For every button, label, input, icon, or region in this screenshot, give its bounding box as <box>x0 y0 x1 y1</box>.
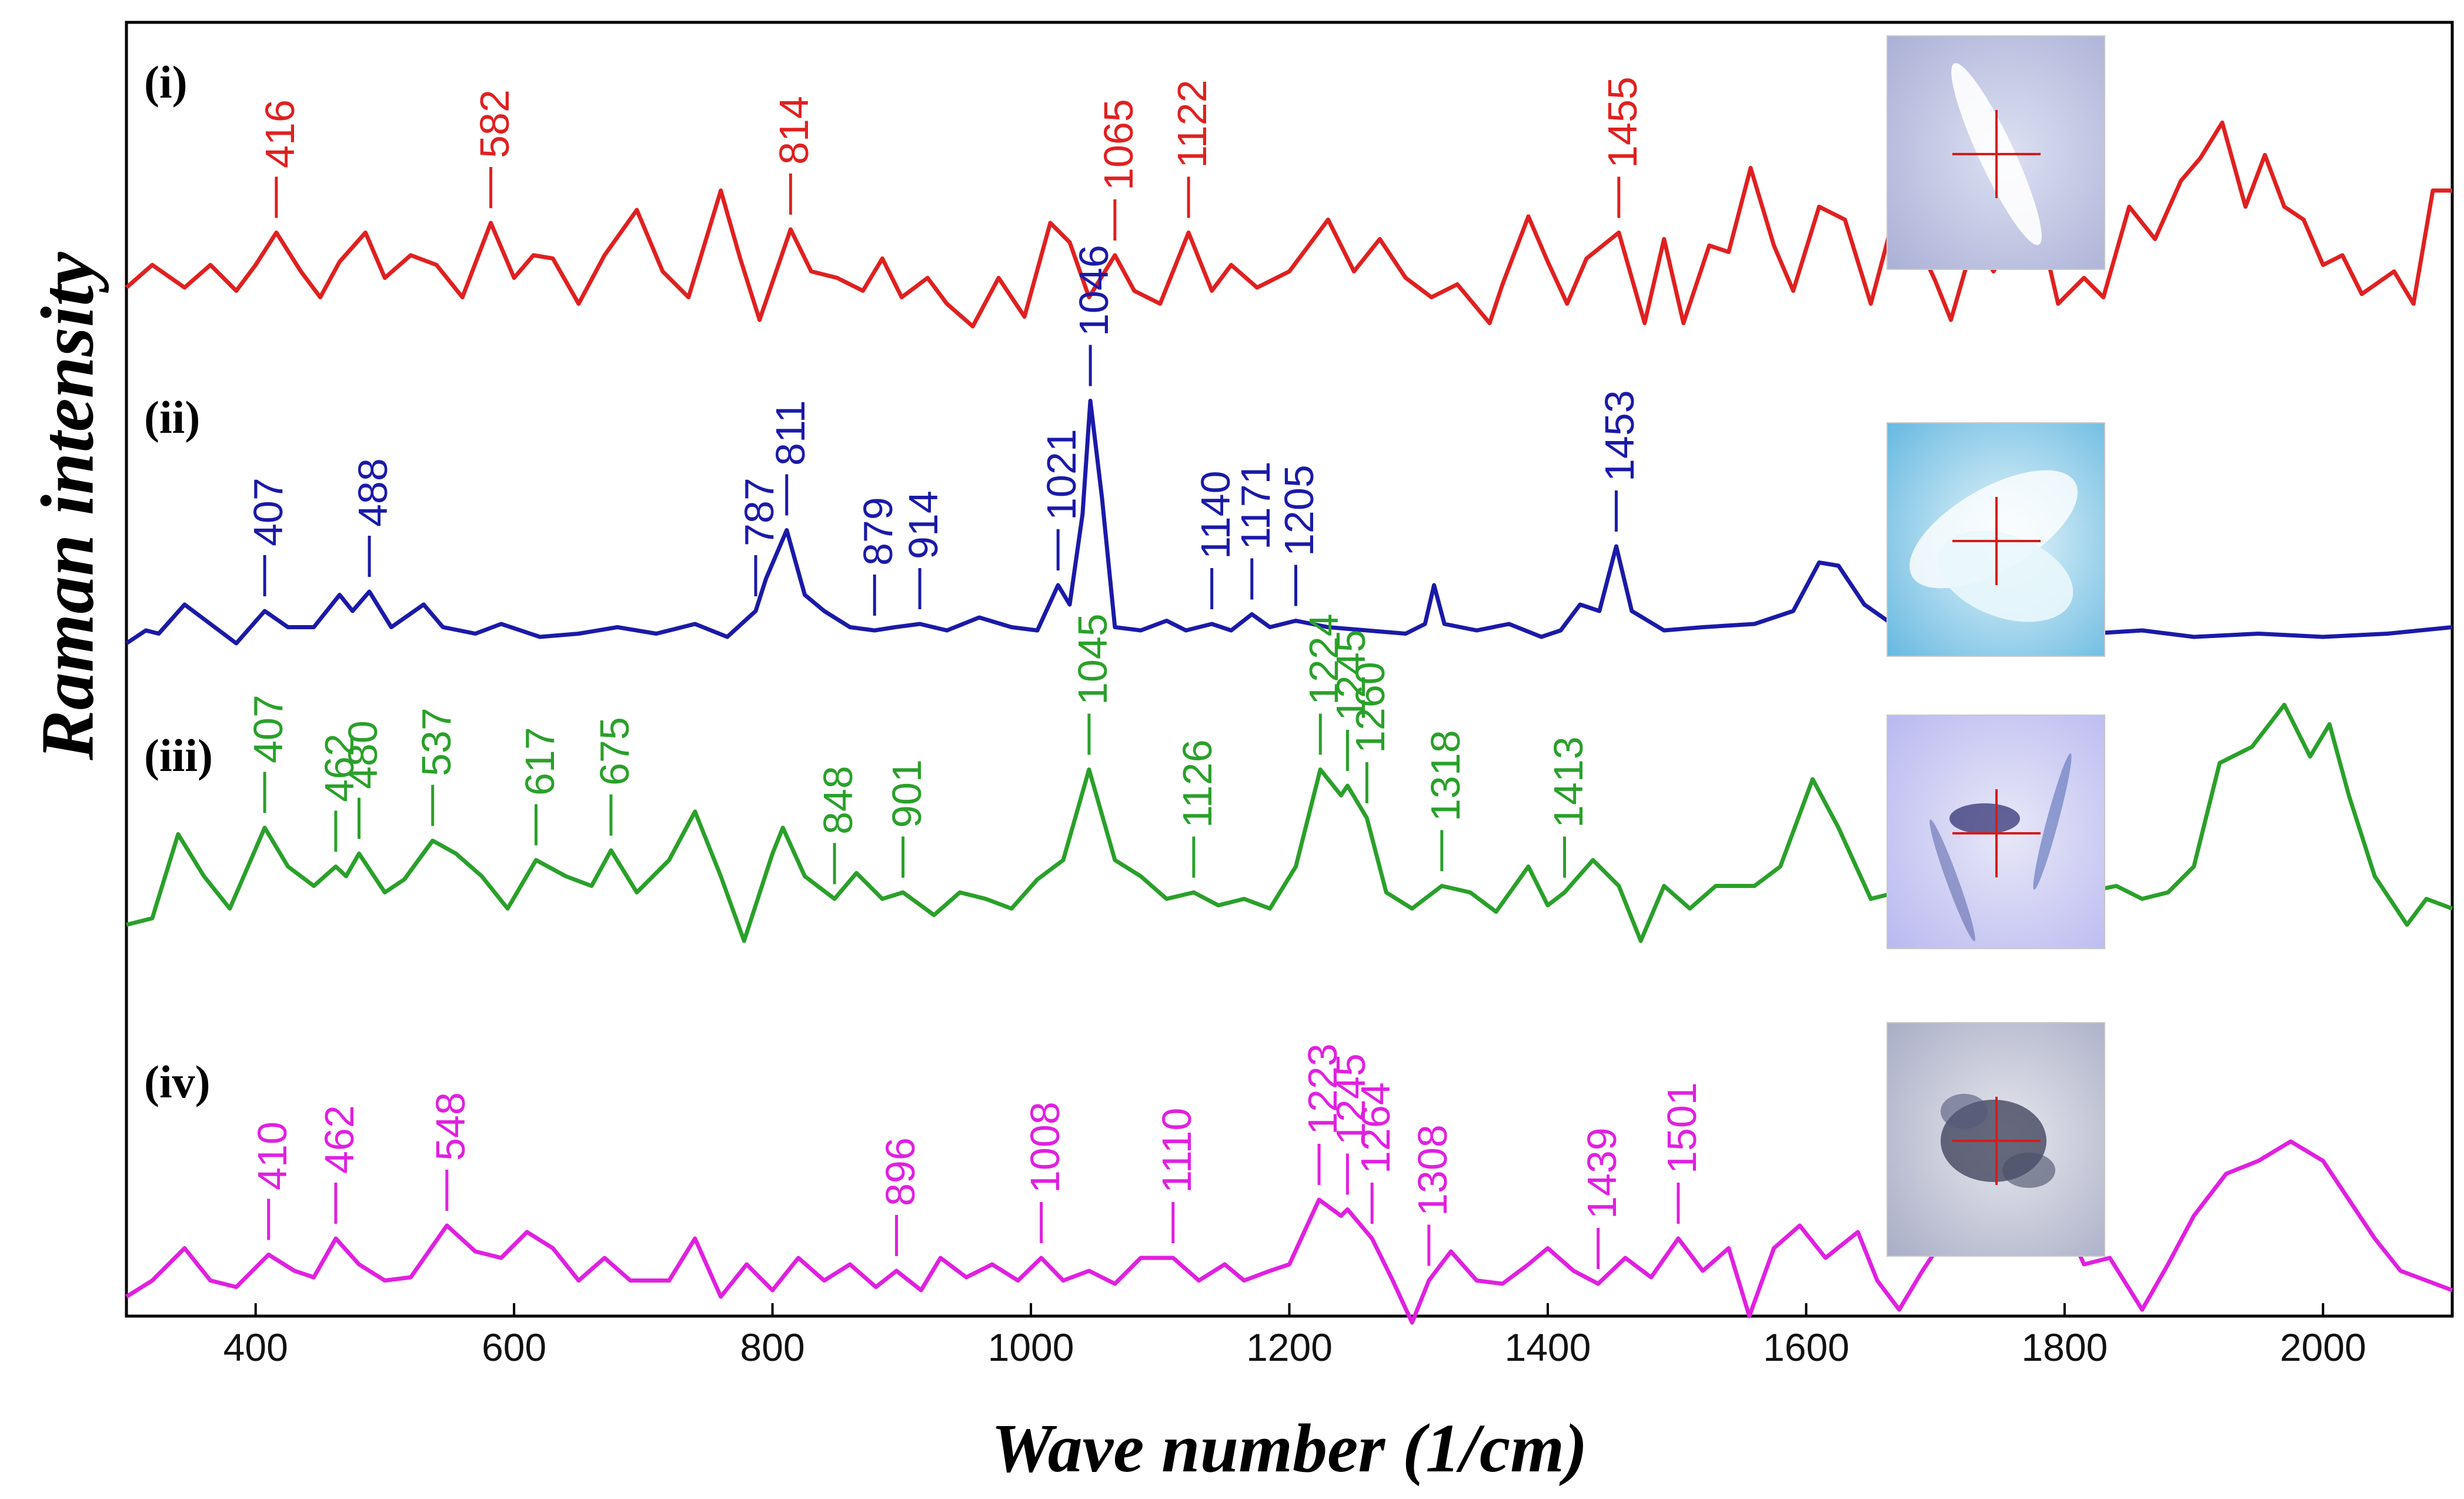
peak-label-1008: 1008 <box>1021 1101 1068 1193</box>
inset-specimen <box>2002 1153 2055 1188</box>
peak-label-1046: 1046 <box>1071 244 1117 336</box>
peak-label-901: 901 <box>883 759 930 828</box>
inset-micrograph-i <box>1887 35 2105 270</box>
x-axis-title: Wave number (1/cm) <box>991 1410 1588 1487</box>
peak-label-1126: 1126 <box>1174 739 1220 828</box>
spectrum-i-line <box>125 121 2452 329</box>
inset-micrograph-ii <box>1887 422 2105 657</box>
peak-label-1455: 1455 <box>1599 76 1645 168</box>
inset-image-i <box>1888 36 2104 269</box>
y-axis-title: Raman intensity <box>25 251 109 760</box>
peak-label-848: 848 <box>815 765 862 834</box>
peak-label-548: 548 <box>427 1092 473 1161</box>
peak-label-1122: 1122 <box>1169 79 1216 168</box>
peak-label-488: 488 <box>350 458 396 527</box>
spectrum-iv-label: (iv) <box>144 1056 211 1107</box>
peak-label-896: 896 <box>877 1137 923 1206</box>
peak-label-787: 787 <box>736 478 783 546</box>
peak-label-1205: 1205 <box>1276 464 1323 556</box>
spectrum-ii-line <box>125 399 2453 646</box>
spectrum-iii-label: (iii) <box>144 730 213 781</box>
peak-label-1439: 1439 <box>1578 1127 1625 1219</box>
peak-markers <box>263 167 1680 1269</box>
peak-label-1264: 1264 <box>1353 1082 1399 1174</box>
x-tick-label: 1400 <box>1504 1326 1591 1369</box>
peak-label-407: 407 <box>245 694 292 763</box>
x-tick-label: 600 <box>482 1326 547 1369</box>
inset-image-iv <box>1888 1023 2104 1256</box>
x-tick-label: 1000 <box>987 1326 1074 1369</box>
spectrum-ii-label: (ii) <box>144 392 201 443</box>
peak-label-617: 617 <box>516 726 563 796</box>
peak-label-1021: 1021 <box>1039 429 1085 520</box>
peak-label-879: 879 <box>855 497 902 566</box>
x-tick-label: 800 <box>740 1326 805 1369</box>
x-tick-label: 1800 <box>2021 1326 2108 1369</box>
peak-label-1065: 1065 <box>1095 99 1141 191</box>
x-tick-label: 400 <box>223 1326 288 1369</box>
inset-specimen <box>1929 819 1975 942</box>
peak-label-1171: 1171 <box>1232 460 1278 550</box>
peak-label-1260: 1260 <box>1347 662 1394 753</box>
inset-micrograph-iv <box>1887 1022 2105 1257</box>
x-tick-label: 1600 <box>1762 1326 1849 1369</box>
x-axis-ticks <box>254 1303 2325 1316</box>
peak-label-1453: 1453 <box>1597 390 1643 482</box>
peak-label-814: 814 <box>771 96 817 165</box>
peak-label-407: 407 <box>245 478 292 546</box>
x-tick-label: 2000 <box>2279 1326 2366 1369</box>
peak-label-582: 582 <box>471 89 517 158</box>
peak-label-410: 410 <box>249 1121 295 1190</box>
peak-label-416: 416 <box>256 99 303 168</box>
peak-label-537: 537 <box>413 707 459 776</box>
inset-specimen <box>2033 753 2072 890</box>
peak-label-675: 675 <box>591 717 637 786</box>
x-tick-label: 1200 <box>1246 1326 1333 1369</box>
peak-label-811: 811 <box>767 399 813 466</box>
peak-label-1110: 1110 <box>1153 1107 1200 1193</box>
inset-specimen <box>1941 1094 1988 1129</box>
peak-label-1045: 1045 <box>1069 613 1116 705</box>
peak-label-1308: 1308 <box>1409 1124 1455 1216</box>
inset-specimen <box>1949 803 2020 834</box>
inset-image-iii <box>1888 716 2104 948</box>
peak-label-914: 914 <box>900 490 947 559</box>
inset-micrograph-iii <box>1887 715 2105 949</box>
spectrum-i-label: (i) <box>144 56 188 108</box>
inset-specimen <box>1937 530 2074 622</box>
peak-label-1413: 1413 <box>1545 736 1591 828</box>
peak-label-1501: 1501 <box>1658 1082 1705 1174</box>
peak-label-462: 462 <box>316 1105 362 1174</box>
peak-label-1318: 1318 <box>1422 729 1468 822</box>
inset-image-ii <box>1888 423 2104 656</box>
peak-label-480: 480 <box>339 720 386 789</box>
